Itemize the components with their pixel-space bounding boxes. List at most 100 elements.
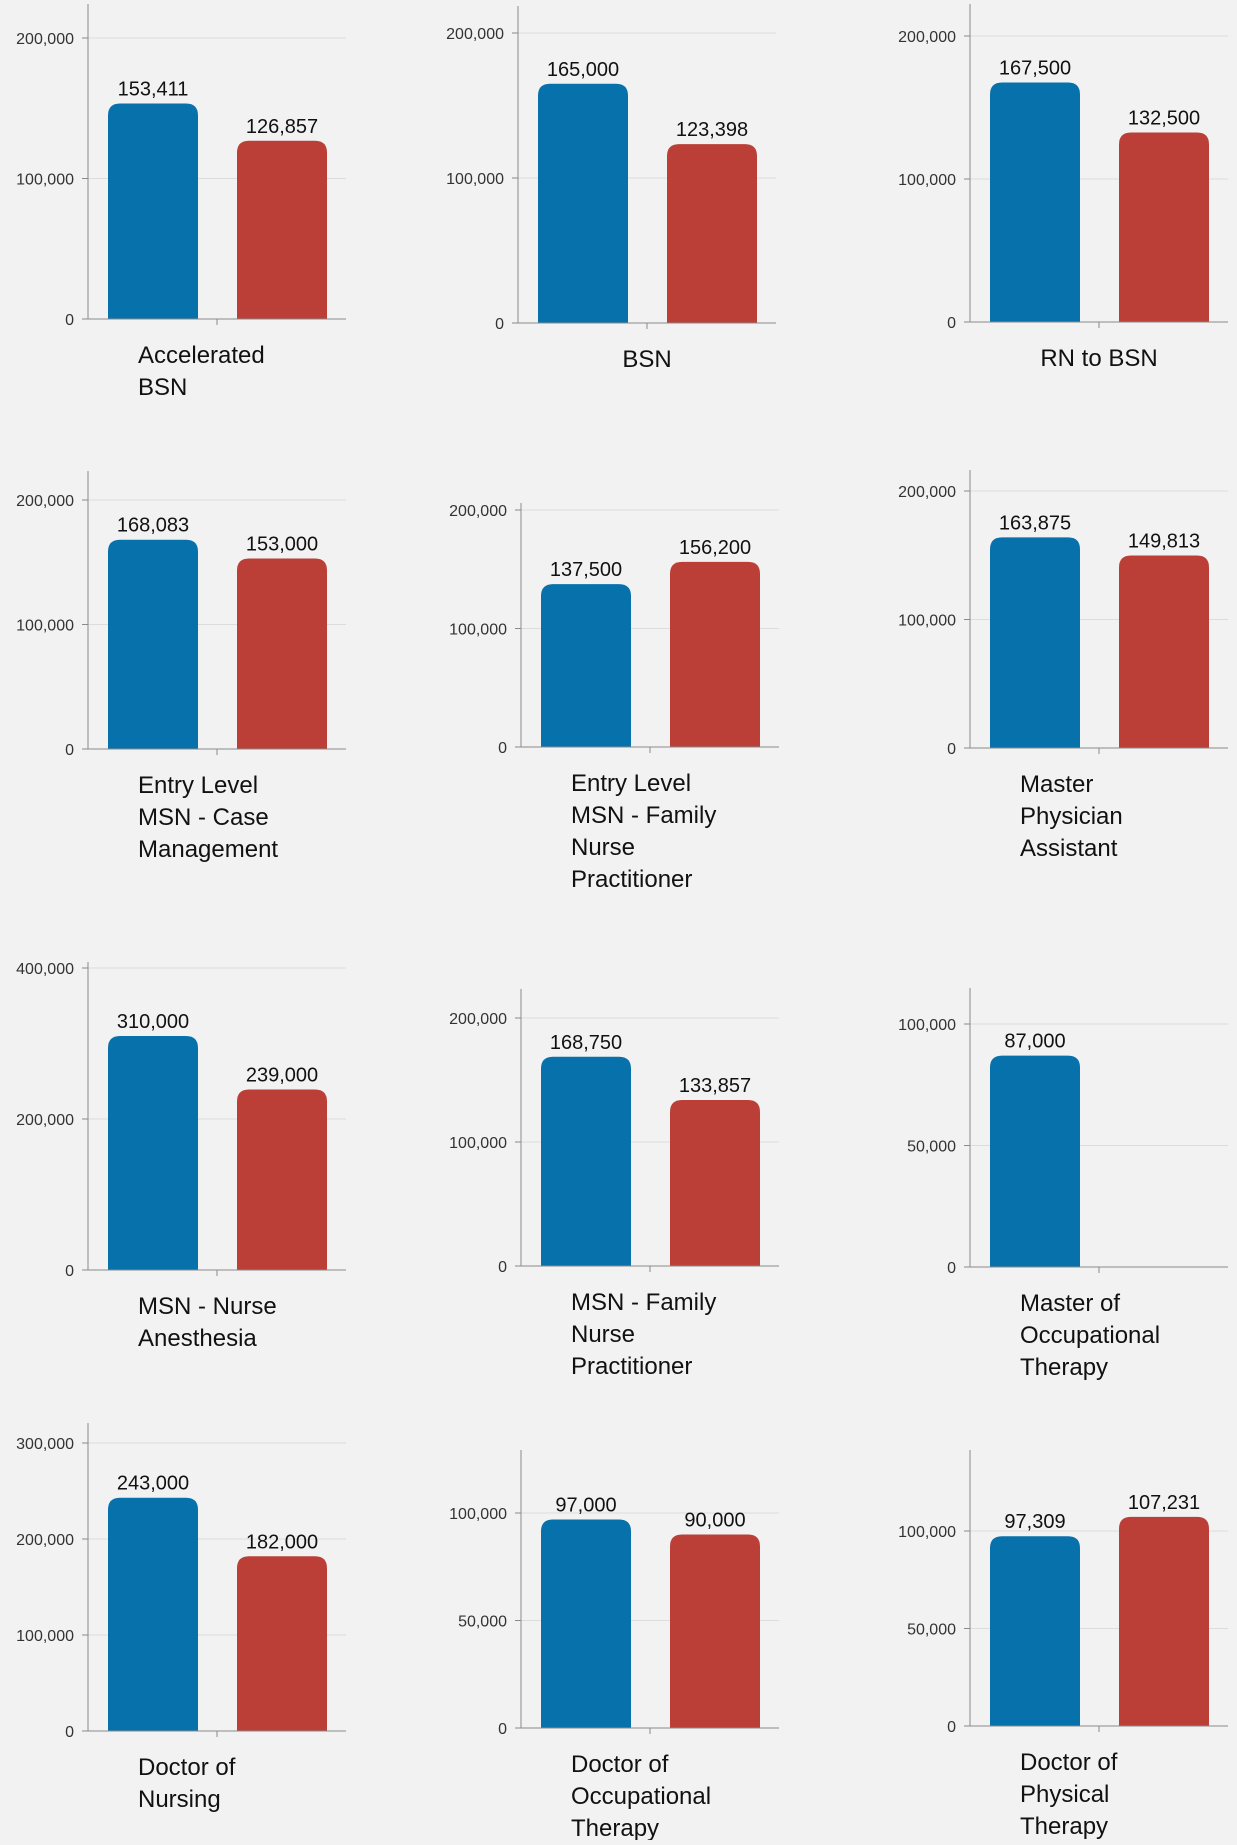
bar-value-label: 132,500 [1128, 108, 1200, 130]
y-tick-label: 0 [498, 740, 507, 757]
y-tick-label: 100,000 [898, 172, 956, 189]
y-tick-label: 0 [65, 1724, 74, 1741]
bar-value-label: 239,000 [246, 1065, 318, 1087]
y-tick-label: 0 [65, 1263, 74, 1280]
y-tick-label: 200,000 [16, 493, 74, 510]
category-label: Accelerated BSN [138, 342, 265, 401]
bar-value-label: 123,398 [676, 119, 748, 141]
bar-value-label: 149,813 [1128, 530, 1200, 552]
bar-value-label: 243,000 [117, 1473, 189, 1495]
bar-chart-panel: 0 50,000 100,000 97,309 107,231 Doctor of Phys… [898, 1450, 1228, 1840]
bar-value-label: 153,411 [118, 78, 189, 100]
y-tick-label: 100,000 [446, 171, 504, 188]
y-tick-label: 100,000 [16, 172, 74, 189]
category-label: Master of Occupational Therapy [1020, 1290, 1160, 1381]
y-tick-label: 200,000 [16, 1112, 74, 1129]
y-tick-label: 100,000 [898, 613, 956, 630]
y-tick-label: 200,000 [898, 29, 956, 46]
category-label: Entry Level MSN - Family Nurse Practitioner [571, 770, 716, 893]
y-tick-label: 0 [498, 1721, 507, 1738]
bar-series-a [541, 584, 631, 747]
bar-value-label: 168,750 [550, 1032, 622, 1054]
bar-chart-panel: 0 100,000 200,000 163,875 149,813 Master Physi… [898, 470, 1228, 862]
bar-series-b [670, 561, 760, 747]
bar-chart-panel: 0 100,000 200,000 168,083 153,000 Entry Level… [16, 471, 346, 863]
category-label: Doctor of Physical Therapy [1020, 1749, 1118, 1840]
bar-series-a [990, 537, 1080, 748]
y-tick-label: 200,000 [449, 503, 507, 520]
bar-value-label: 97,000 [555, 1494, 616, 1516]
y-tick-label: 100,000 [16, 1628, 74, 1645]
bar-value-label: 168,083 [117, 515, 189, 537]
bar-series-a [108, 1497, 198, 1731]
y-tick-label: 0 [495, 316, 504, 333]
y-tick-label: 200,000 [449, 1011, 507, 1028]
bar-value-label: 107,231 [1128, 1492, 1200, 1514]
category-label: Doctor of Occupational Therapy [571, 1751, 711, 1840]
y-tick-label: 0 [498, 1259, 507, 1276]
category-label: Entry Level MSN - Case Management [138, 772, 278, 863]
category-label: BSN [622, 346, 671, 373]
bar-value-label: 137,500 [550, 559, 622, 581]
y-tick-label: 0 [947, 1260, 956, 1277]
y-tick-label: 0 [947, 741, 956, 758]
bar-chart-panel: 0 100,000 200,000 153,411 126,857 Accelerated… [16, 4, 346, 401]
y-tick-label: 100,000 [449, 1135, 507, 1152]
bar-value-label: 126,857 [246, 116, 318, 138]
bar-value-label: 182,000 [246, 1531, 318, 1553]
bar-series-b [670, 1534, 760, 1728]
y-tick-label: 100,000 [449, 622, 507, 639]
category-label: MSN - Nurse Anesthesia [138, 1293, 277, 1352]
category-label: Master Physician Assistant [1020, 771, 1123, 862]
bar-value-label: 163,875 [999, 512, 1071, 534]
y-tick-label: 50,000 [907, 1139, 956, 1156]
y-tick-label: 100,000 [898, 1017, 956, 1034]
y-tick-label: 100,000 [898, 1524, 956, 1541]
y-tick-label: 0 [65, 312, 74, 329]
bar-series-a [990, 82, 1080, 322]
y-tick-label: 200,000 [446, 26, 504, 43]
y-tick-label: 50,000 [458, 1614, 507, 1631]
bar-series-b [237, 140, 327, 319]
bar-series-a [108, 539, 198, 749]
y-tick-label: 0 [947, 1719, 956, 1736]
bar-chart-panel: 0 100,000 200,000 167,500 132,500 RN to BSN [898, 4, 1228, 372]
bar-series-b [1119, 1516, 1209, 1726]
bar-series-b [1119, 555, 1209, 748]
bar-series-b [237, 558, 327, 749]
bar-series-b [1119, 132, 1209, 322]
bar-series-a [538, 83, 628, 323]
bar-chart-panel: 0 50,000 100,000 97,000 90,000 Doctor of Occup… [449, 1450, 779, 1842]
y-tick-label: 100,000 [449, 1506, 507, 1523]
y-tick-label: 200,000 [16, 1532, 74, 1549]
bar-value-label: 87,000 [1004, 1031, 1065, 1053]
bar-value-label: 310,000 [117, 1011, 189, 1033]
bar-series-a [990, 1055, 1080, 1267]
bar-series-a [990, 1536, 1080, 1726]
bar-chart-panel: 0 100,000 200,000 168,750 133,857 MSN - Famil… [449, 989, 779, 1380]
bar-value-label: 167,500 [999, 57, 1071, 79]
y-tick-label: 400,000 [16, 961, 74, 978]
y-tick-label: 200,000 [16, 31, 74, 48]
bar-series-a [108, 1035, 198, 1270]
bar-value-label: 90,000 [684, 1510, 745, 1532]
bar-series-b [237, 1089, 327, 1270]
bar-series-a [541, 1056, 631, 1266]
bar-chart-panel: 0 100,000 200,000 137,500 156,200 Entry Level… [449, 503, 779, 893]
bar-chart-panel: 0 100,000 200,000 165,000 123,398 BSN [446, 6, 776, 373]
y-tick-label: 300,000 [16, 1436, 74, 1453]
bar-series-b [667, 144, 757, 323]
bar-chart-panel: 0 100,000 200,000 300,000 243,000 182,000 Doct… [16, 1423, 346, 1813]
bar-value-label: 97,309 [1004, 1511, 1065, 1533]
bar-value-label: 133,857 [679, 1075, 751, 1097]
bar-series-a [108, 103, 198, 319]
bar-series-a [541, 1519, 631, 1728]
bar-series-b [237, 1556, 327, 1731]
bar-value-label: 165,000 [547, 59, 619, 81]
y-tick-label: 0 [65, 742, 74, 759]
bar-series-b [670, 1100, 760, 1266]
y-tick-label: 100,000 [16, 618, 74, 635]
y-tick-label: 200,000 [898, 484, 956, 501]
